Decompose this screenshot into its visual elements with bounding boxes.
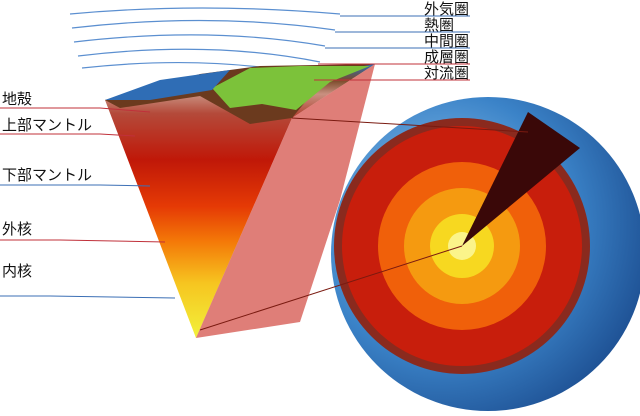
leader-line — [0, 295, 176, 299]
pointer-lines — [199, 117, 529, 331]
layer-label: 成層圏 — [424, 48, 469, 66]
atmosphere-arcs — [69, 7, 341, 77]
layer-label: 地殻 — [2, 90, 32, 108]
leader-line — [0, 133, 136, 137]
atmosphere-labels: 外気圏 熱圏 中間圏 成層圏 対流圏 — [314, 0, 470, 82]
layer-label: 上部マントル — [2, 116, 92, 134]
leader-line — [0, 107, 151, 113]
layer-label: 外核 — [2, 220, 32, 238]
leader-line — [0, 184, 151, 187]
layer-label: 対流圏 — [424, 64, 469, 82]
layer-label: 外気圏 — [424, 0, 469, 18]
earth-sphere — [331, 97, 640, 411]
earth-labels: 地殻 上部マントル 下部マントル 外核 内核 — [0, 90, 176, 299]
layer-label: 内核 — [2, 262, 32, 280]
layer-label: 熱圏 — [424, 16, 454, 34]
earth-wedge — [105, 64, 375, 338]
layer-label: 中間圏 — [424, 32, 469, 50]
layer-label: 下部マントル — [2, 166, 92, 184]
leader-line — [0, 239, 166, 243]
